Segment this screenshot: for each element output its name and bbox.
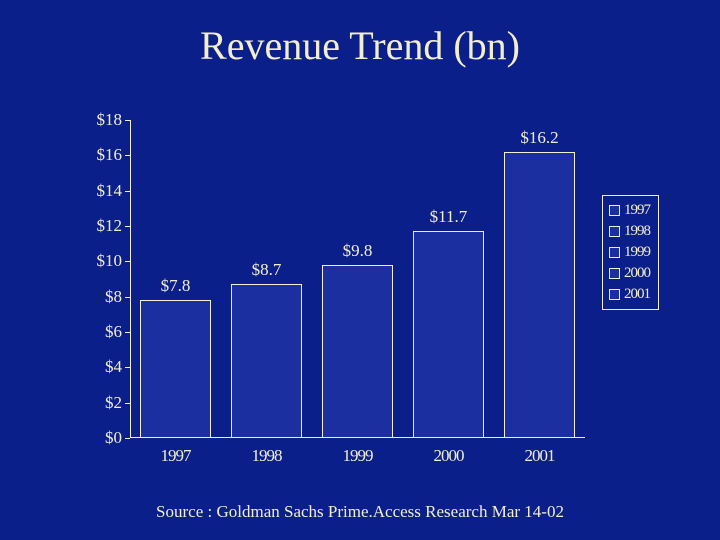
legend-item: 2001 — [609, 284, 650, 305]
legend-label: 1997 — [624, 202, 650, 219]
plot-area: $0$2$4$6$8$10$12$14$16$18$7.81997$8.7199… — [130, 120, 585, 438]
x-tick-label: 2000 — [433, 446, 463, 466]
bar-slot: $9.81999 — [322, 120, 394, 438]
bar-value-label: $8.7 — [231, 260, 303, 280]
legend-label: 1999 — [624, 244, 650, 261]
x-tick-label: 2001 — [524, 446, 554, 466]
legend-label: 1998 — [624, 223, 650, 240]
y-tick-label: $2 — [105, 393, 122, 413]
legend-item: 1997 — [609, 200, 650, 221]
slide: Revenue Trend (bn) $0 $2 $4 $6 $8 $10 $12 $14 $1… — [0, 0, 720, 540]
y-tick-label: $6 — [105, 322, 122, 342]
legend-swatch — [609, 247, 620, 258]
legend-swatch — [609, 268, 620, 279]
bar-slot: $8.71998 — [231, 120, 303, 438]
legend-item: 1999 — [609, 242, 650, 263]
bar — [322, 265, 394, 438]
revenue-chart: $0$2$4$6$8$10$12$14$16$18$7.81997$8.7199… — [75, 110, 665, 500]
bar-value-label: $16.2 — [504, 128, 576, 148]
legend-item: 2000 — [609, 263, 650, 284]
bar — [504, 152, 576, 438]
x-tick-label: 1997 — [160, 446, 190, 466]
legend-item: 1998 — [609, 221, 650, 242]
slide-title: Revenue Trend (bn) — [0, 22, 720, 69]
bar-slot: $7.81997 — [140, 120, 212, 438]
source-text: Source : Goldman Sachs Prime.Access Rese… — [0, 502, 720, 522]
legend-label: 2001 — [624, 286, 650, 303]
y-tick-label: $8 — [105, 287, 122, 307]
bar-slot: $16.22001 — [504, 120, 576, 438]
bar-value-label: $11.7 — [413, 207, 485, 227]
y-tick-label: $10 — [97, 251, 123, 271]
x-tick-label: 1998 — [251, 446, 281, 466]
y-tick-label: $14 — [97, 181, 123, 201]
y-tick-label: $18 — [97, 110, 123, 130]
legend: 1997 1998 1999 2000 2001 — [602, 195, 659, 310]
bar-slot: $11.72000 — [413, 120, 485, 438]
bar — [413, 231, 485, 438]
legend-label: 2000 — [624, 265, 650, 282]
bar — [231, 284, 303, 438]
bar-value-label: $7.8 — [140, 276, 212, 296]
y-tick-label: $4 — [105, 357, 122, 377]
y-tick-label: $16 — [97, 145, 123, 165]
y-tick-label: $0 — [105, 428, 122, 448]
legend-swatch — [609, 289, 620, 300]
legend-swatch — [609, 205, 620, 216]
legend-swatch — [609, 226, 620, 237]
bar — [140, 300, 212, 438]
y-tick-label: $12 — [97, 216, 123, 236]
x-tick-label: 1999 — [342, 446, 372, 466]
bar-value-label: $9.8 — [322, 241, 394, 261]
y-axis — [130, 120, 131, 438]
